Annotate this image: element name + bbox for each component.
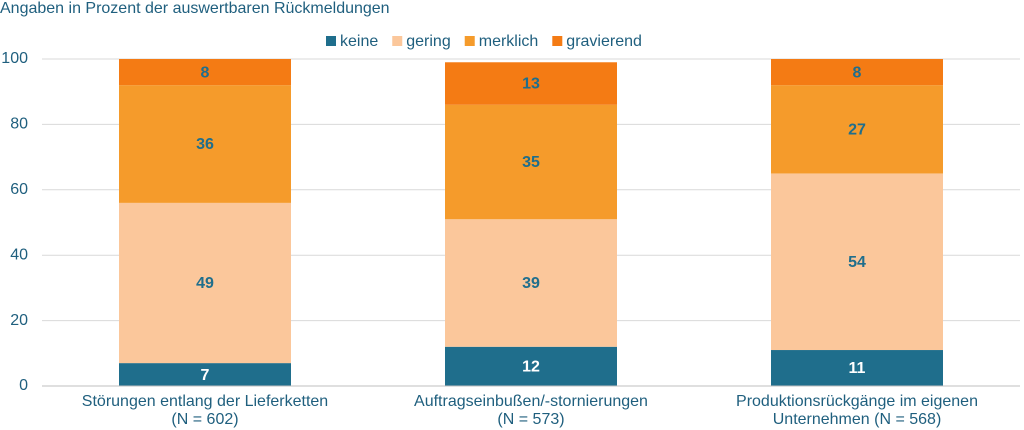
bar-segment [771, 85, 943, 174]
bar-segment [445, 219, 617, 347]
legend-swatch [392, 36, 403, 46]
data-label: 35 [522, 154, 540, 171]
bar-segment [119, 363, 291, 386]
x-tick-label: Unternehmen (N = 568) [773, 411, 942, 428]
legend-label: merklich [479, 33, 539, 50]
data-label: 8 [853, 64, 862, 81]
bar-segment [771, 59, 943, 86]
y-tick-label: 20 [10, 312, 28, 329]
x-tick-label: Auftragseinbußen/-stornierungen [414, 393, 648, 410]
bar-segment [119, 85, 291, 203]
data-label: 11 [849, 360, 866, 377]
legend-swatch [464, 36, 475, 46]
x-tick-label: Störungen entlang der Lieferketten [82, 393, 328, 410]
legend-swatch [552, 36, 563, 46]
bar-segment [445, 104, 617, 220]
bar-segment [771, 350, 943, 386]
y-tick-label: 80 [10, 116, 28, 133]
x-tick-label: Produktionsrückgänge im eigenen [736, 393, 978, 410]
x-tick-label: (N = 602) [171, 411, 238, 428]
bar-segment [771, 173, 943, 351]
x-tick-label: (N = 573) [497, 411, 564, 428]
data-label: 7 [201, 367, 210, 384]
chart-title: Angaben in Prozent der auswertbaren Rück… [0, 0, 390, 17]
legend-label: keine [340, 33, 378, 50]
data-label: 13 [522, 76, 540, 93]
data-label: 39 [522, 275, 540, 292]
bar-segment [445, 62, 617, 105]
data-label: 54 [848, 254, 866, 271]
bar-segment [445, 346, 617, 386]
data-label: 12 [522, 359, 540, 376]
bar-segment [119, 202, 291, 364]
legend-swatch [326, 36, 336, 46]
data-label: 8 [201, 64, 210, 81]
y-tick-label: 60 [10, 181, 28, 198]
y-tick-label: 100 [1, 50, 28, 67]
y-tick-label: 0 [19, 377, 28, 394]
bar-segment [119, 59, 291, 86]
data-label: 27 [848, 122, 866, 139]
data-label: 36 [196, 136, 214, 153]
y-tick-label: 40 [10, 246, 28, 263]
legend-label: gering [406, 33, 450, 50]
legend-label: gravierend [566, 33, 642, 50]
data-label: 49 [196, 275, 214, 292]
